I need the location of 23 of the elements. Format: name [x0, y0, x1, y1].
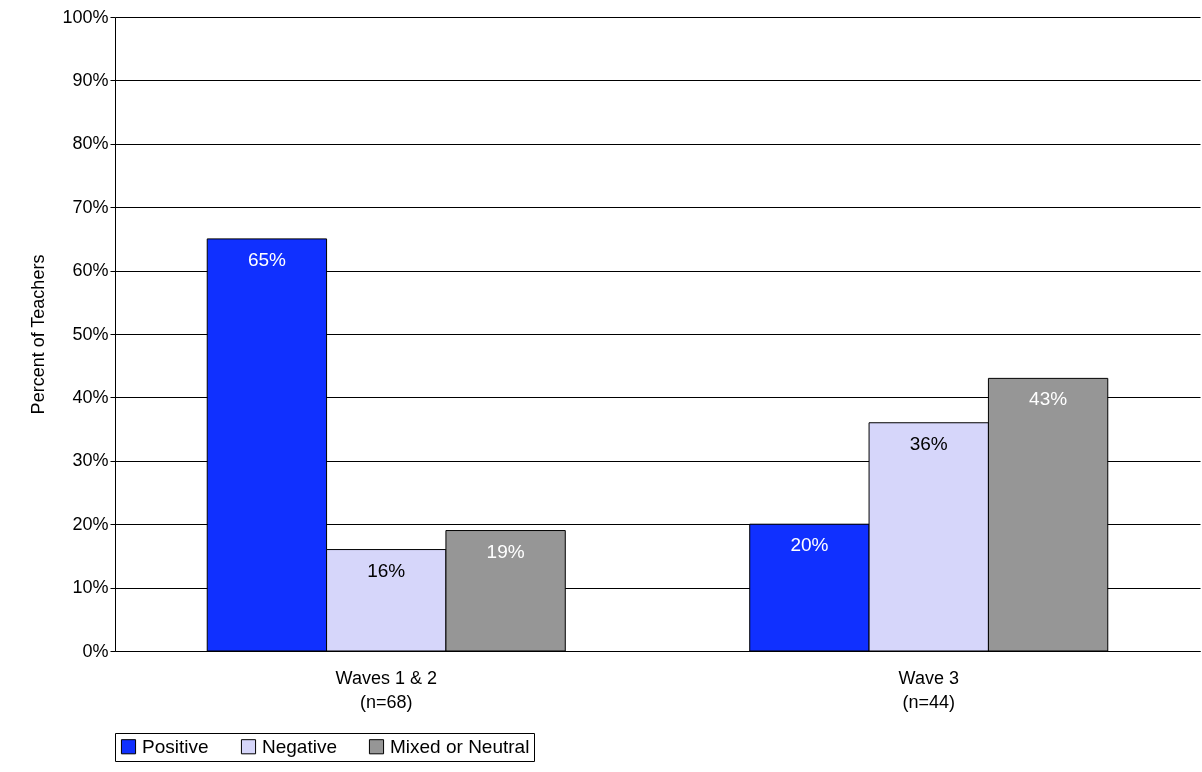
data-label: 36%	[909, 432, 948, 454]
y-tick-label: 90%	[72, 69, 109, 90]
y-tick-label: 30%	[72, 450, 109, 471]
y-tick-label: 20%	[72, 513, 109, 534]
data-label: 20%	[790, 534, 829, 556]
y-tick-label: 40%	[72, 386, 109, 407]
x-tick-label: Waves 1 & 2 (n=68)	[335, 667, 437, 712]
y-tick-label: 100%	[62, 6, 109, 27]
legend-label: Mixed or Neutral	[390, 735, 530, 757]
y-tick-label: 0%	[82, 640, 109, 661]
data-label: 16%	[367, 559, 406, 581]
y-tick-label: 70%	[72, 196, 109, 217]
data-label: 19%	[486, 540, 525, 562]
y-tick-label: 10%	[72, 577, 109, 598]
data-label: 43%	[1029, 388, 1068, 410]
x-tick-label: Wave 3 (n=44)	[898, 667, 959, 712]
y-tick-label: 50%	[72, 323, 109, 344]
legend-label: Negative	[262, 735, 337, 757]
y-tick-label: 60%	[72, 260, 109, 281]
y-tick-label: 80%	[72, 133, 109, 154]
y-axis-title: Percent of Teachers	[28, 254, 49, 415]
legend-label: Positive	[142, 735, 209, 757]
data-label: 65%	[247, 248, 287, 270]
